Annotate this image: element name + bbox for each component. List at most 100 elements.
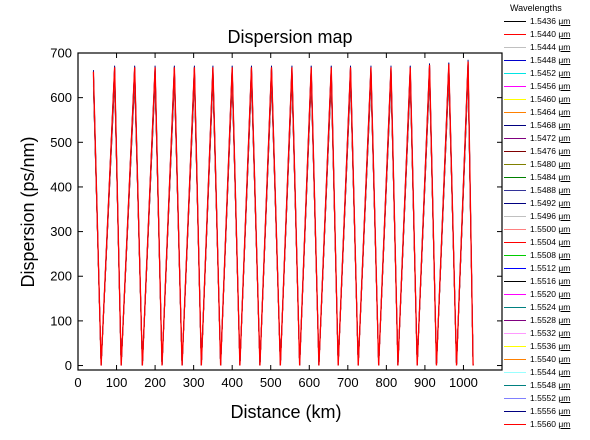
legend-label: 1.5548 μm — [530, 380, 571, 390]
legend-label: 1.5532 μm — [530, 328, 571, 338]
legend-label: 1.5552 μm — [530, 393, 571, 403]
legend-item: 1.5448 μm — [500, 54, 588, 67]
legend-swatch — [504, 359, 526, 360]
legend-label: 1.5520 μm — [530, 289, 571, 299]
legend-item: 1.5480 μm — [500, 158, 588, 171]
y-tick-label: 200 — [50, 269, 72, 284]
series-lines — [92, 59, 474, 366]
x-tick-label: 600 — [298, 375, 320, 390]
y-tick-label: 300 — [50, 224, 72, 239]
legend-item: 1.5456 μm — [500, 80, 588, 93]
plot-frame — [77, 52, 503, 371]
legend-swatch — [504, 164, 526, 165]
legend-swatch — [504, 333, 526, 334]
legend-item: 1.5488 μm — [500, 184, 588, 197]
legend-item: 1.5468 μm — [500, 119, 588, 132]
legend-label: 1.5456 μm — [530, 81, 571, 91]
legend-swatch — [504, 177, 526, 178]
legend-label: 1.5528 μm — [530, 315, 571, 325]
legend-swatch — [504, 385, 526, 386]
x-tick-label: 900 — [414, 375, 436, 390]
legend-item: 1.5528 μm — [500, 314, 588, 327]
x-tick-label: 700 — [337, 375, 359, 390]
legend-label: 1.5468 μm — [530, 120, 571, 130]
y-tick-label: 400 — [50, 179, 72, 194]
legend-label: 1.5540 μm — [530, 354, 571, 364]
legend-swatch — [504, 47, 526, 48]
legend-item: 1.5548 μm — [500, 379, 588, 392]
legend-label: 1.5480 μm — [530, 159, 571, 169]
legend-label: 1.5496 μm — [530, 211, 571, 221]
y-tick-label: 0 — [65, 358, 72, 373]
legend-swatch — [504, 281, 526, 282]
y-tick-label: 600 — [50, 90, 72, 105]
legend-swatch — [504, 34, 526, 35]
legend-item: 1.5476 μm — [500, 145, 588, 158]
y-tick-label: 500 — [50, 135, 72, 150]
legend-item: 1.5504 μm — [500, 236, 588, 249]
legend-title: Wavelengths — [510, 3, 562, 13]
legend-label: 1.5536 μm — [530, 341, 571, 351]
x-tick-label: 1000 — [449, 375, 478, 390]
legend-label: 1.5436 μm — [530, 16, 571, 26]
legend-item: 1.5464 μm — [500, 106, 588, 119]
legend-item: 1.5512 μm — [500, 262, 588, 275]
legend-swatch — [504, 411, 526, 412]
legend-swatch — [504, 73, 526, 74]
x-tick-label: 100 — [106, 375, 128, 390]
legend-swatch — [504, 112, 526, 113]
legend-label: 1.5504 μm — [530, 237, 571, 247]
x-tick-label: 800 — [376, 375, 398, 390]
legend-label: 1.5488 μm — [530, 185, 571, 195]
legend-item: 1.5556 μm — [500, 405, 588, 418]
legend-label: 1.5484 μm — [530, 172, 571, 182]
legend-label: 1.5512 μm — [530, 263, 571, 273]
legend-swatch — [504, 190, 526, 191]
legend-swatch — [504, 99, 526, 100]
legend-item: 1.5532 μm — [500, 327, 588, 340]
legend-item: 1.5492 μm — [500, 197, 588, 210]
legend-item: 1.5440 μm — [500, 28, 588, 41]
legend-swatch — [504, 307, 526, 308]
y-tick-label: 100 — [50, 313, 72, 328]
legend-label: 1.5492 μm — [530, 198, 571, 208]
legend-item: 1.5520 μm — [500, 288, 588, 301]
legend-label: 1.5508 μm — [530, 250, 571, 260]
series-line — [92, 61, 474, 366]
legend-label: 1.5452 μm — [530, 68, 571, 78]
legend-swatch — [504, 242, 526, 243]
legend-item: 1.5560 μm — [500, 418, 588, 431]
y-axis-label: Dispersion (ps/nm) — [18, 136, 38, 287]
legend-swatch — [504, 151, 526, 152]
legend-label: 1.5516 μm — [530, 276, 571, 286]
x-tick-label: 400 — [221, 375, 243, 390]
legend-swatch — [504, 86, 526, 87]
legend-swatch — [504, 138, 526, 139]
legend-label: 1.5476 μm — [530, 146, 571, 156]
chart-title: Dispersion map — [227, 27, 352, 47]
legend-swatch — [504, 125, 526, 126]
legend-swatch — [504, 346, 526, 347]
y-axis-ticks: 0 100 200 300 400 500 600 700 — [50, 46, 502, 373]
legend-swatch — [504, 398, 526, 399]
legend-swatch — [504, 294, 526, 295]
legend-label: 1.5460 μm — [530, 94, 571, 104]
legend-item: 1.5452 μm — [500, 67, 588, 80]
legend-swatch — [504, 21, 526, 22]
legend-item: 1.5516 μm — [500, 275, 588, 288]
legend-item: 1.5524 μm — [500, 301, 588, 314]
x-tick-label: 200 — [144, 375, 166, 390]
legend-label: 1.5560 μm — [530, 419, 571, 429]
legend-swatch — [504, 60, 526, 61]
legend-label: 1.5556 μm — [530, 406, 571, 416]
legend-label: 1.5472 μm — [530, 133, 571, 143]
legend-item: 1.5436 μm — [500, 15, 588, 28]
legend-item: 1.5544 μm — [500, 366, 588, 379]
legend-item: 1.5536 μm — [500, 340, 588, 353]
legend-item: 1.5496 μm — [500, 210, 588, 223]
legend-item: 1.5444 μm — [500, 41, 588, 54]
legend-swatch — [504, 229, 526, 230]
legend-label: 1.5544 μm — [530, 367, 571, 377]
x-axis-ticks: 0 100 200 300 400 500 600 700 800 900 1000 — [74, 53, 478, 390]
